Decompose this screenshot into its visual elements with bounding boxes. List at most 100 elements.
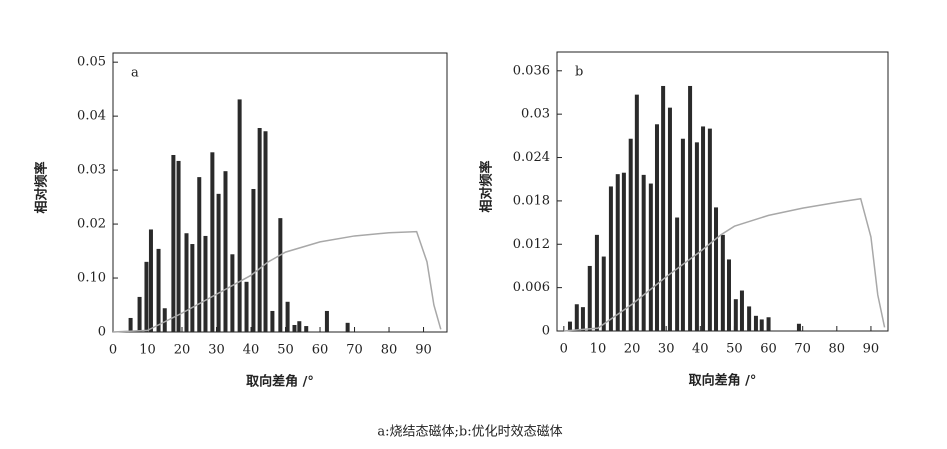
bar bbox=[184, 233, 189, 332]
y-tick-label: 0.018 bbox=[513, 193, 550, 208]
x-tick-label: 10 bbox=[139, 343, 156, 358]
bar bbox=[641, 174, 646, 331]
bar bbox=[694, 142, 699, 331]
bar bbox=[680, 138, 685, 331]
y-tick-label: 0 bbox=[542, 324, 550, 339]
panel-label: a bbox=[131, 66, 139, 81]
bar bbox=[701, 126, 706, 332]
x-tick-label: 90 bbox=[415, 343, 432, 358]
curve bbox=[112, 230, 442, 333]
bar bbox=[148, 229, 153, 332]
bar bbox=[648, 183, 653, 331]
x-tick-label: 70 bbox=[794, 342, 811, 357]
bar bbox=[324, 310, 329, 332]
y-tick-label: 0.006 bbox=[513, 280, 550, 295]
x-tick-label: 40 bbox=[692, 342, 709, 357]
x-tick-label: 80 bbox=[829, 342, 846, 357]
bar bbox=[128, 317, 133, 332]
bar bbox=[171, 154, 176, 332]
y-axis-label: 相对频率 bbox=[34, 161, 50, 213]
bar bbox=[137, 296, 142, 332]
bar bbox=[156, 248, 161, 332]
y-tick-label: 0.04 bbox=[77, 109, 106, 124]
x-tick-label: 80 bbox=[381, 343, 398, 358]
bar bbox=[567, 321, 572, 331]
bar bbox=[263, 131, 268, 332]
bar bbox=[304, 326, 309, 332]
bar bbox=[587, 265, 592, 331]
bar bbox=[580, 307, 585, 331]
bar bbox=[223, 171, 228, 332]
bar bbox=[628, 138, 633, 331]
bar bbox=[796, 323, 801, 331]
bar bbox=[634, 94, 639, 331]
y-tick-label: 0.10 bbox=[77, 271, 106, 286]
y-axis-label: 相对频率 bbox=[479, 160, 495, 212]
y-tick-label: 0.02 bbox=[77, 217, 106, 232]
bar bbox=[574, 304, 579, 331]
bar bbox=[144, 261, 149, 332]
x-tick-label: 30 bbox=[658, 342, 675, 357]
x-tick-label: 0 bbox=[560, 342, 568, 357]
y-tick-label: 0.036 bbox=[513, 63, 550, 78]
bar bbox=[714, 207, 719, 331]
bar bbox=[292, 324, 297, 332]
bar bbox=[345, 322, 350, 332]
x-axis-label: 取向差角 /° bbox=[246, 374, 314, 390]
curve bbox=[563, 197, 886, 332]
bar bbox=[594, 234, 599, 331]
bar bbox=[176, 160, 181, 332]
bar bbox=[661, 85, 666, 332]
bar bbox=[257, 128, 262, 332]
bar bbox=[675, 217, 680, 331]
y-tick-label: 0.05 bbox=[77, 55, 106, 70]
x-tick-label: 20 bbox=[624, 342, 641, 357]
x-tick-label: 50 bbox=[277, 343, 294, 358]
x-tick-label: 0 bbox=[109, 343, 117, 358]
bar bbox=[162, 308, 167, 332]
x-tick-label: 60 bbox=[760, 342, 777, 357]
y-tick-label: 0.03 bbox=[77, 163, 106, 178]
bar bbox=[251, 188, 256, 332]
bar bbox=[733, 299, 738, 331]
bar bbox=[726, 259, 731, 331]
bar bbox=[285, 301, 290, 332]
x-tick-label: 90 bbox=[863, 342, 880, 357]
bar bbox=[654, 124, 659, 332]
x-tick-label: 60 bbox=[312, 343, 329, 358]
y-tick-label: 0.012 bbox=[513, 237, 550, 252]
bar bbox=[739, 290, 744, 331]
bar bbox=[608, 186, 613, 331]
bar bbox=[210, 152, 215, 332]
y-tick-label: 0.024 bbox=[513, 150, 550, 165]
bar bbox=[766, 317, 771, 331]
bar bbox=[688, 85, 693, 332]
panel-label: b bbox=[575, 65, 583, 80]
bar bbox=[601, 256, 606, 331]
x-tick-label: 30 bbox=[208, 343, 225, 358]
bar bbox=[237, 99, 242, 332]
bar bbox=[615, 174, 620, 331]
bar bbox=[278, 218, 283, 332]
y-tick-label: 0 bbox=[98, 325, 106, 340]
bar bbox=[759, 319, 764, 331]
x-axis-label: 取向差角 /° bbox=[689, 373, 757, 389]
x-tick-label: 70 bbox=[346, 343, 363, 358]
bar bbox=[297, 321, 302, 332]
bar bbox=[270, 310, 275, 332]
bar bbox=[230, 254, 235, 332]
bar bbox=[197, 177, 202, 332]
bar bbox=[621, 172, 626, 331]
x-tick-label: 40 bbox=[243, 343, 260, 358]
bar bbox=[720, 234, 725, 331]
bar bbox=[753, 315, 758, 331]
bar bbox=[190, 244, 195, 332]
caption: a:烧结态磁体;b:优化时效态磁体 bbox=[377, 425, 562, 440]
bar bbox=[203, 235, 208, 332]
bar bbox=[216, 193, 221, 332]
x-tick-label: 20 bbox=[174, 343, 191, 358]
bar bbox=[707, 128, 712, 331]
bar bbox=[747, 306, 752, 331]
